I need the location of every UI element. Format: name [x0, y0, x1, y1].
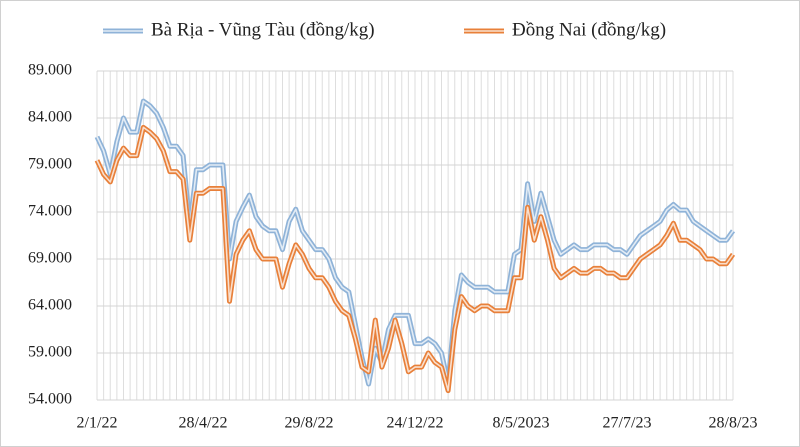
grid: [96, 70, 734, 401]
axes: 54.000 59.000 64.000 69.000 74.000 79.000 84.0…: [28, 62, 757, 432]
y-tick-label: 69.000: [28, 250, 72, 267]
x-tick-label: 27/7/23: [603, 415, 652, 432]
plot: [94, 98, 736, 394]
y-tick-label: 74.000: [28, 203, 72, 220]
x-tick-label: 24/12/22: [387, 415, 444, 432]
y-tick-label: 64.000: [28, 297, 72, 314]
y-tick-label: 84.000: [28, 109, 72, 126]
series-line: [96, 126, 734, 392]
x-tick-label: 8/5/2023: [493, 415, 550, 432]
legend-label: Đồng Nai (đồng/kg): [512, 19, 666, 40]
y-tick-label: 59.000: [28, 344, 72, 361]
y-tick-label: 79.000: [28, 156, 72, 173]
x-tick-label: 28/4/22: [179, 415, 228, 432]
x-tick-label: 29/8/22: [285, 415, 334, 432]
x-tick-label: 28/8/23: [709, 415, 758, 432]
legend-label: Bà Rịa - Vũng Tàu (đồng/kg): [151, 19, 375, 40]
x-tick-label: 2/1/22: [77, 415, 118, 432]
series-line: [96, 100, 734, 385]
legend: Bà Rịa - Vũng Tàu (đồng/kg) Đồng Nai (đồn…: [103, 19, 666, 40]
y-tick-label: 54.000: [28, 391, 72, 408]
y-tick-label: 89.000: [28, 62, 72, 79]
